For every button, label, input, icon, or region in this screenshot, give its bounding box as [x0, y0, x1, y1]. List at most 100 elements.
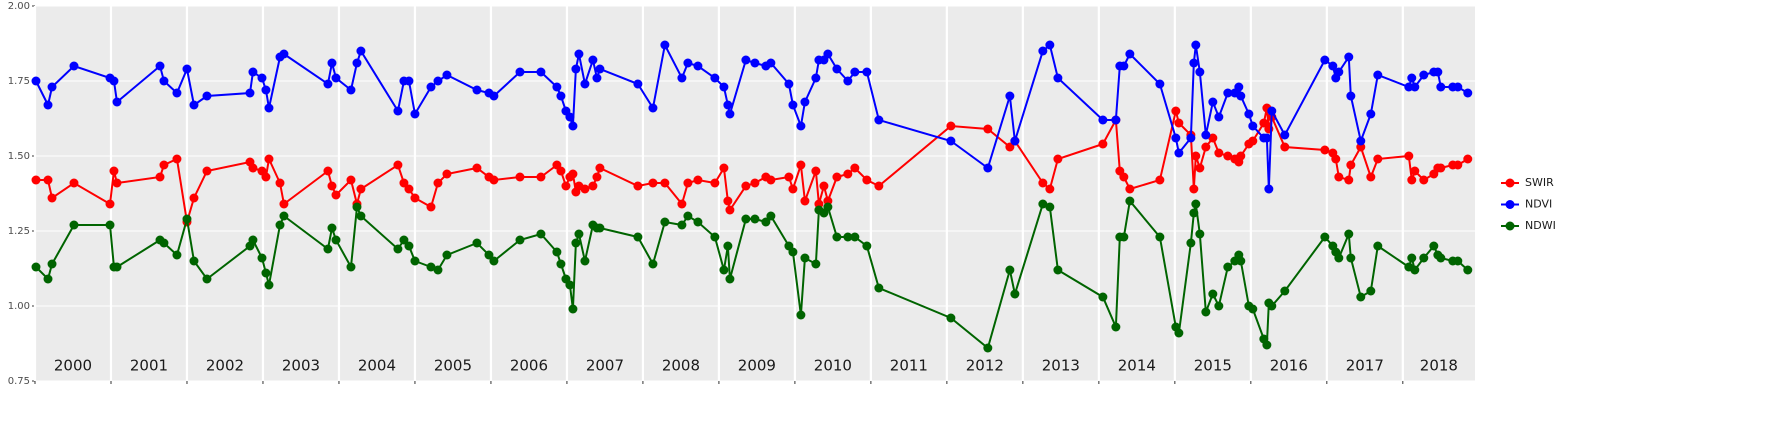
point — [261, 172, 271, 182]
point — [1223, 88, 1233, 98]
point — [172, 154, 182, 164]
point — [1366, 172, 1376, 182]
y-tick-label: 1.25 — [8, 226, 30, 237]
point — [1373, 70, 1383, 80]
point — [1195, 67, 1205, 77]
point — [352, 202, 362, 212]
point — [811, 166, 821, 176]
point — [1410, 82, 1420, 92]
point — [1407, 175, 1417, 185]
point — [1248, 304, 1258, 314]
point — [1125, 49, 1135, 59]
year-label: 2006 — [510, 357, 548, 375]
point — [710, 232, 720, 242]
point — [1189, 184, 1199, 194]
point — [1053, 265, 1063, 275]
point — [426, 202, 436, 212]
point — [588, 181, 598, 191]
point — [983, 343, 993, 353]
point — [1248, 121, 1258, 131]
point — [399, 235, 409, 245]
point — [552, 247, 562, 257]
point — [660, 178, 670, 188]
point — [1262, 340, 1272, 350]
point — [442, 70, 452, 80]
point — [1267, 106, 1277, 116]
point — [202, 274, 212, 284]
point — [741, 55, 751, 65]
point — [404, 241, 414, 251]
point — [823, 202, 833, 212]
point — [172, 250, 182, 260]
point — [1244, 109, 1254, 119]
point — [47, 193, 57, 203]
point — [1191, 151, 1201, 161]
point — [1346, 160, 1356, 170]
point — [1334, 253, 1344, 263]
point — [536, 229, 546, 239]
y-tick-label: 1.50 — [8, 151, 30, 162]
point — [1053, 73, 1063, 83]
y-tick-label: 0.75 — [8, 376, 30, 387]
point — [660, 217, 670, 227]
year-label: 2012 — [966, 357, 1004, 375]
point — [47, 82, 57, 92]
point — [1171, 106, 1181, 116]
point — [1334, 172, 1344, 182]
point — [874, 181, 884, 191]
point — [323, 244, 333, 254]
point — [595, 163, 605, 173]
point — [279, 199, 289, 209]
point — [565, 280, 575, 290]
point — [561, 181, 571, 191]
point — [189, 100, 199, 110]
point — [1267, 301, 1277, 311]
point — [1433, 67, 1443, 77]
point — [1248, 136, 1258, 146]
point — [1214, 148, 1224, 158]
point — [1373, 241, 1383, 251]
point — [331, 73, 341, 83]
point — [800, 196, 810, 206]
point — [1404, 151, 1414, 161]
year-label: 2011 — [890, 357, 928, 375]
point — [399, 178, 409, 188]
point — [719, 82, 729, 92]
point — [1119, 232, 1129, 242]
point — [683, 211, 693, 221]
point — [1155, 232, 1165, 242]
point — [1223, 262, 1233, 272]
point — [874, 115, 884, 125]
point — [556, 166, 566, 176]
point — [648, 178, 658, 188]
y-tick-label: 2.00 — [8, 1, 30, 12]
point — [677, 73, 687, 83]
point — [323, 166, 333, 176]
point — [264, 154, 274, 164]
point — [1125, 184, 1135, 194]
point — [1174, 118, 1184, 128]
point — [766, 58, 776, 68]
point — [1155, 79, 1165, 89]
point — [433, 76, 443, 86]
point — [832, 64, 842, 74]
point — [393, 106, 403, 116]
point — [248, 235, 258, 245]
point — [1174, 328, 1184, 338]
point — [723, 196, 733, 206]
point — [404, 76, 414, 86]
point — [189, 256, 199, 266]
point — [843, 169, 853, 179]
point — [741, 214, 751, 224]
point — [750, 214, 760, 224]
point — [426, 82, 436, 92]
point — [1045, 184, 1055, 194]
point — [850, 232, 860, 242]
point — [1356, 292, 1366, 302]
point — [843, 76, 853, 86]
point — [1098, 139, 1108, 149]
point — [433, 265, 443, 275]
point — [159, 238, 169, 248]
point — [766, 211, 776, 221]
point — [983, 163, 993, 173]
